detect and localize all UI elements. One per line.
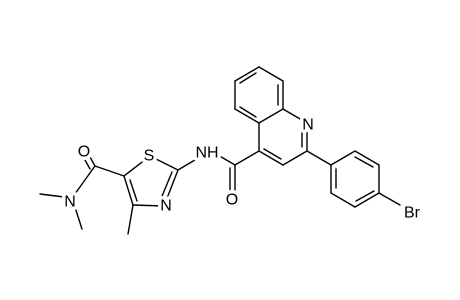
bond <box>330 150 356 166</box>
bond <box>234 66 260 82</box>
bond <box>354 156 374 168</box>
atom-label: N <box>160 198 172 215</box>
bond <box>239 72 257 84</box>
bond <box>123 175 134 206</box>
atom-label: O <box>226 192 238 209</box>
bond <box>354 192 380 208</box>
bond <box>159 171 173 202</box>
bond <box>234 150 260 166</box>
atom-label: O <box>78 144 90 161</box>
bond <box>84 147 96 167</box>
bond <box>258 108 284 124</box>
bond <box>79 150 91 170</box>
bond <box>378 192 401 206</box>
bond <box>129 179 138 202</box>
bond <box>71 197 83 230</box>
bond <box>149 155 179 171</box>
atom-label: NH <box>195 145 218 162</box>
bond <box>239 106 257 118</box>
bond <box>282 108 308 124</box>
bond <box>282 150 308 166</box>
bonds <box>39 66 401 235</box>
atom-label: Br <box>404 205 421 222</box>
bond <box>210 150 236 166</box>
atom-label: S <box>144 148 155 165</box>
bond <box>355 190 375 202</box>
bond <box>354 150 380 166</box>
bond <box>39 193 73 199</box>
bond <box>234 108 260 124</box>
bond <box>258 66 284 82</box>
atom-label: N <box>64 194 76 211</box>
bond <box>94 165 125 177</box>
atom-labels: N NH O S N O N Br <box>61 113 424 225</box>
atom-label: N <box>302 117 314 134</box>
bond <box>163 169 179 207</box>
bond <box>258 150 284 166</box>
bond <box>263 148 282 160</box>
bond <box>177 156 201 171</box>
bond <box>71 165 96 199</box>
bond <box>306 150 332 166</box>
bond <box>127 204 134 235</box>
bond <box>132 204 165 207</box>
bond <box>330 192 356 208</box>
bond <box>123 155 151 177</box>
